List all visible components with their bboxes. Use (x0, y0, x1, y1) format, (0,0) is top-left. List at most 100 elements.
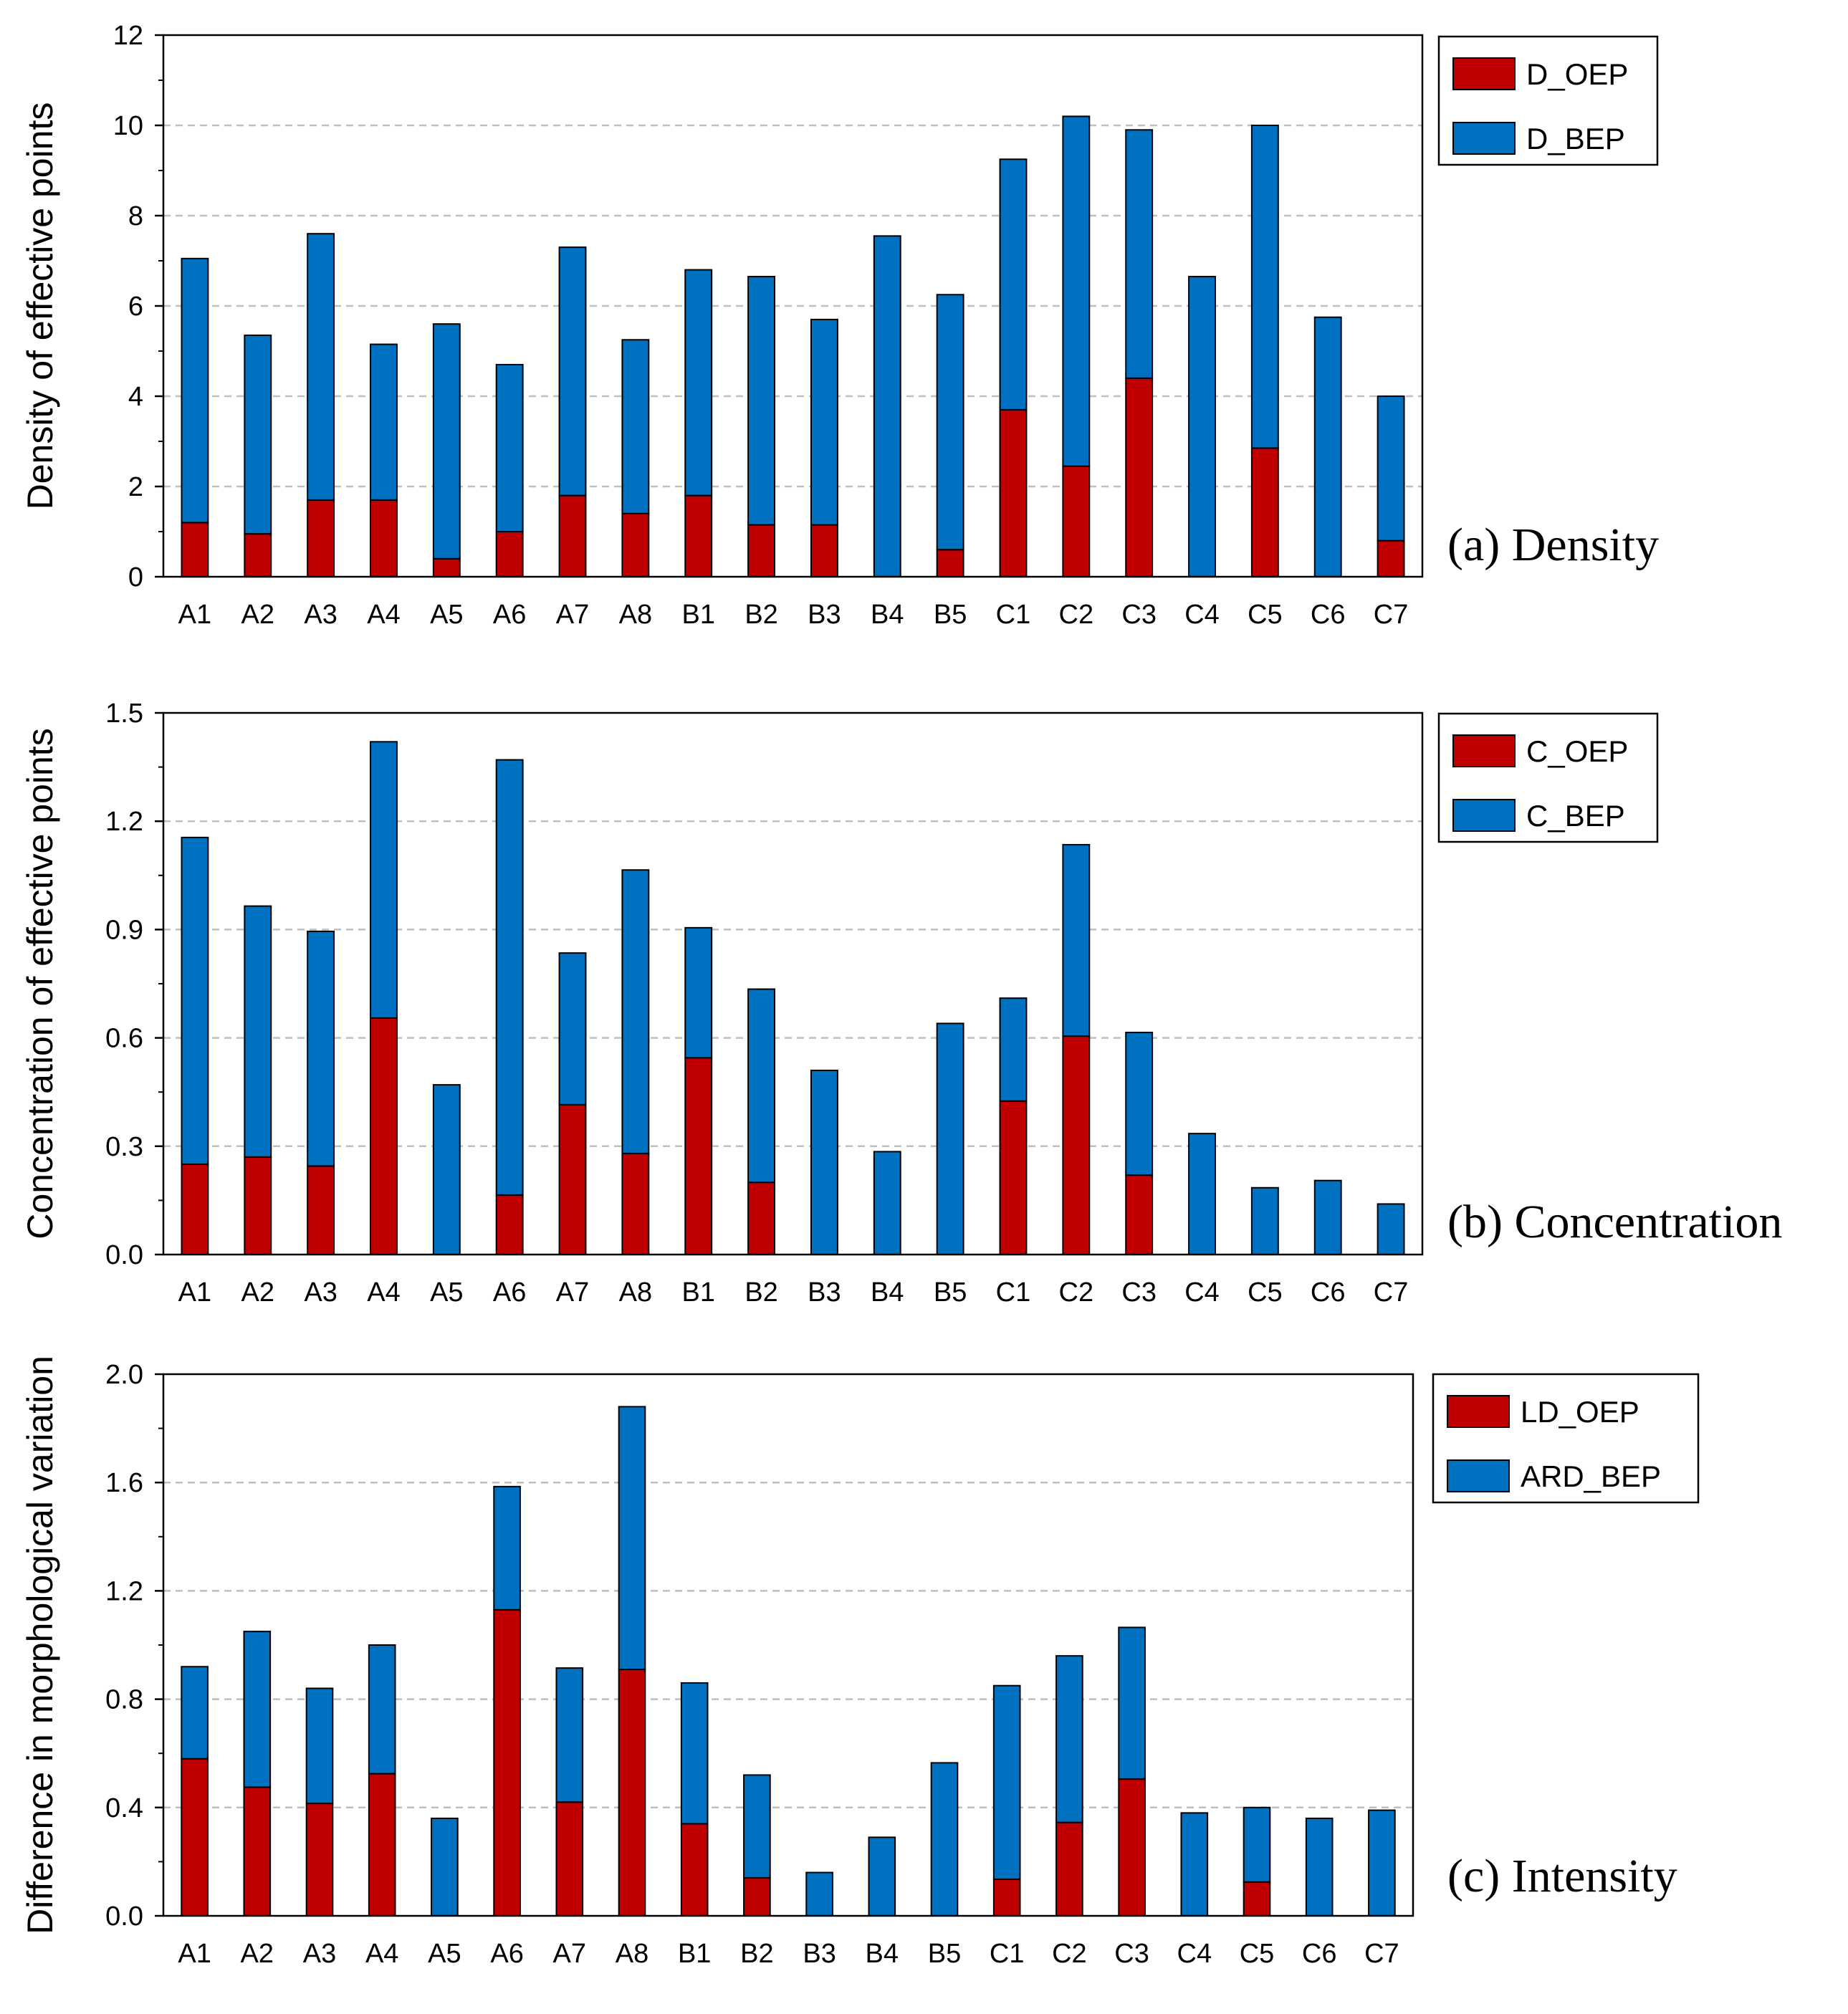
legend-label-ard-bep: ARD_BEP (1521, 1459, 1661, 1493)
bar-d-bep-a3 (307, 233, 335, 501)
bar-c-oep-a6 (495, 1194, 524, 1255)
x-tick-label: A5 (428, 1939, 461, 1969)
x-tick-label: C7 (1364, 1939, 1399, 1969)
bar-c-bep-c3 (1125, 1032, 1154, 1176)
bar-ard-bep-c1 (992, 1684, 1021, 1880)
bar-d-bep-c5 (1250, 125, 1279, 449)
legend-label-c-oep: C_OEP (1526, 734, 1628, 768)
legend-label-d-bep: D_BEP (1526, 122, 1625, 155)
x-tick-label: A6 (493, 1277, 526, 1308)
x-tick-label: C4 (1184, 600, 1220, 630)
bar-d-bep-b2 (747, 276, 776, 526)
bar-c-bep-b2 (747, 988, 776, 1184)
x-tick-label: A1 (178, 1277, 211, 1308)
bar-c-oep-b1 (684, 1057, 713, 1255)
bar-c-bep-c5 (1250, 1186, 1279, 1256)
x-tick-label: C1 (990, 1939, 1025, 1969)
bar-c-bep-c2 (1062, 843, 1091, 1037)
bar-d-bep-c7 (1377, 395, 1405, 542)
bar-ard-bep-a7 (555, 1667, 584, 1803)
legend-swatch-c-oep (1452, 734, 1516, 767)
x-tick-label: C2 (1059, 600, 1094, 630)
x-tick-label: A2 (241, 1277, 274, 1308)
bar-ard-bep-a3 (305, 1687, 334, 1805)
bar-ard-bep-b5 (930, 1762, 959, 1917)
bar-ld-oep-c1 (992, 1878, 1021, 1917)
bar-c-bep-a3 (307, 930, 335, 1167)
x-tick-label: C5 (1240, 1939, 1275, 1969)
bar-ld-oep-a7 (555, 1801, 584, 1917)
x-tick-label: C1 (996, 600, 1031, 630)
bar-c-oep-c3 (1125, 1174, 1154, 1255)
bar-c-bep-a6 (495, 759, 524, 1196)
y-tick-label: 0.9 (105, 915, 143, 945)
bar-ard-bep-c3 (1118, 1626, 1146, 1780)
x-tick-label: A7 (556, 600, 589, 630)
bar-d-bep-c6 (1313, 316, 1342, 577)
x-tick-label: B2 (745, 1277, 777, 1308)
bar-d-bep-c1 (999, 158, 1028, 411)
bar-d-bep-b1 (684, 269, 713, 497)
y-tick-label: 4 (128, 382, 143, 412)
bar-ld-oep-a2 (243, 1786, 272, 1917)
bar-ld-oep-b2 (743, 1877, 771, 1917)
x-tick-label: C6 (1311, 600, 1346, 630)
bar-ard-bep-a6 (493, 1485, 521, 1611)
bar-c-oep-a7 (558, 1103, 587, 1255)
bar-d-bep-c2 (1062, 115, 1091, 467)
bar-ard-bep-a1 (181, 1666, 209, 1760)
x-tick-label: C7 (1374, 600, 1409, 630)
bar-d-bep-a2 (244, 334, 272, 535)
x-tick-label: C6 (1311, 1277, 1346, 1308)
bar-c-bep-b4 (873, 1151, 901, 1255)
x-tick-label: C4 (1177, 1939, 1212, 1969)
bar-c-bep-c4 (1188, 1133, 1216, 1256)
x-tick-label: C4 (1184, 1277, 1220, 1308)
bar-c-bep-c7 (1377, 1203, 1405, 1255)
bar-ard-bep-b2 (743, 1774, 771, 1879)
x-tick-label: A3 (304, 600, 337, 630)
bar-c-bep-c1 (999, 997, 1028, 1102)
x-tick-label: B4 (871, 1277, 904, 1308)
panel-title: (c) Intensity (1447, 1850, 1677, 1902)
bar-ard-bep-b4 (868, 1836, 896, 1917)
chart-panel-3: A1 A2 A3 A4 A5 A6 A7 A8 B1 B2 B3 B4 B5 C1 C2 C3 C4 C5 C6 C7… (20, 1356, 1700, 1969)
bar-d-oep-a4 (370, 499, 398, 578)
x-tick-label: C2 (1052, 1939, 1087, 1969)
bar-d-oep-c7 (1377, 540, 1405, 577)
bar-c-bep-c6 (1313, 1179, 1342, 1256)
bar-c-oep-b2 (747, 1181, 776, 1255)
x-tick-label: A8 (619, 600, 652, 630)
y-axis-label: Concentration of effective points (20, 728, 60, 1239)
bar-d-oep-a3 (307, 499, 335, 578)
x-tick-label: B3 (808, 1277, 841, 1308)
bar-d-oep-c3 (1125, 377, 1154, 577)
bar-c-oep-c2 (1062, 1035, 1091, 1255)
bar-ld-oep-a4 (368, 1773, 396, 1917)
bar-d-bep-b4 (873, 235, 901, 577)
x-tick-label: C3 (1114, 1939, 1149, 1969)
x-tick-label: B5 (934, 1277, 967, 1308)
x-tick-label: A4 (367, 600, 400, 630)
x-tick-label: A1 (178, 1939, 211, 1969)
bar-ld-oep-c3 (1118, 1778, 1146, 1917)
x-tick-label: A3 (304, 1277, 337, 1308)
panel-title: (b) Concentration (1447, 1196, 1782, 1248)
chart-panel-2: A1 A2 A3 A4 A5 A6 A7 A8 B1 B2 B3 B4 B5 C1 C2 C3 C4 C5 C6 C7… (20, 699, 1782, 1308)
x-tick-label: A6 (493, 600, 526, 630)
bar-ld-oep-a3 (305, 1803, 334, 1917)
legend-swatch-ld-oep (1447, 1395, 1510, 1428)
y-tick-label: 8 (128, 201, 143, 231)
y-tick-label: 1.2 (105, 1576, 143, 1606)
panel-title: (a) Density (1447, 519, 1659, 571)
bar-d-oep-a6 (495, 531, 524, 577)
legend-swatch-c-bep (1452, 799, 1516, 832)
x-tick-label: A5 (430, 600, 463, 630)
bar-ard-bep-b3 (805, 1871, 833, 1917)
x-tick-label: B1 (681, 1277, 714, 1308)
bar-d-bep-a5 (432, 323, 461, 560)
y-tick-label: 2 (128, 472, 143, 502)
chart-panel-1: A1 A2 A3 A4 A5 A6 A7 A8 B1 B2 B3 B4 B5 C1 C2 C3 C4 C5 C6 C7… (20, 21, 1659, 630)
legend-label-ld-oep: LD_OEP (1521, 1395, 1639, 1429)
bar-c-bep-a4 (370, 741, 398, 1019)
